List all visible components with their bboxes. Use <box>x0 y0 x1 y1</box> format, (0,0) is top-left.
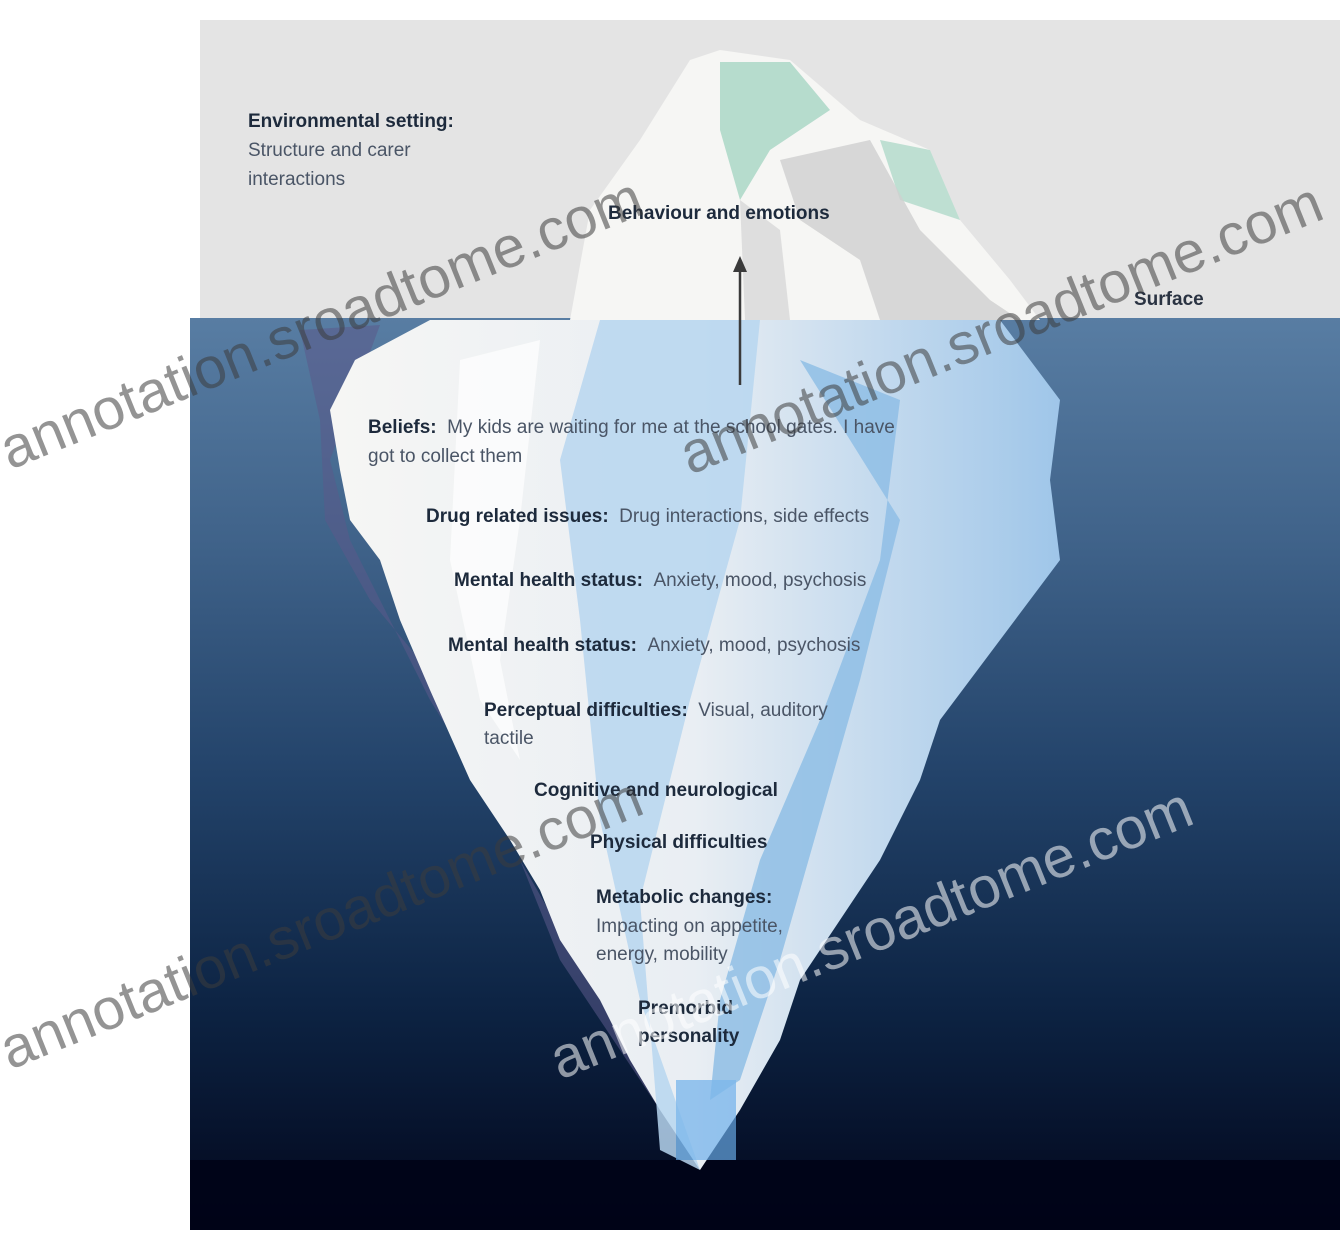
physical-layer: Physical difficulties <box>590 832 767 853</box>
iceberg-facets <box>450 320 900 1170</box>
cognitive-layer: Cognitive and neurological <box>534 780 778 801</box>
mental-health-layer-2: Mental health status: Anxiety, mood, psy… <box>448 635 860 656</box>
environment-title: Environmental setting: <box>248 111 454 132</box>
environment-desc-line1: Structure and carer <box>248 140 411 161</box>
behaviour-label: Behaviour and emotions <box>608 203 830 224</box>
metabolic-layer: Metabolic changes: <box>596 887 772 908</box>
surface-arrow-head <box>733 256 747 272</box>
premorbid-line2: personality <box>638 1026 740 1047</box>
drug-issues-layer: Drug related issues: Drug interactions, … <box>426 506 869 527</box>
beliefs-layer: Beliefs: My kids are waiting for me at t… <box>368 417 895 438</box>
mental-health-layer-1: Mental health status: Anxiety, mood, psy… <box>454 570 866 591</box>
beliefs-desc-line2: got to collect them <box>368 446 522 467</box>
environment-desc-line2: interactions <box>248 169 345 190</box>
premorbid-layer: Premorbid <box>638 998 733 1019</box>
surface-label: Surface <box>1134 289 1204 310</box>
perceptual-layer: Perceptual difficulties: Visual, auditor… <box>484 700 828 721</box>
metabolic-desc-line2: energy, mobility <box>596 944 728 965</box>
metabolic-desc-line1: Impacting on appetite, <box>596 916 783 937</box>
perceptual-desc-line2: tactile <box>484 728 534 749</box>
